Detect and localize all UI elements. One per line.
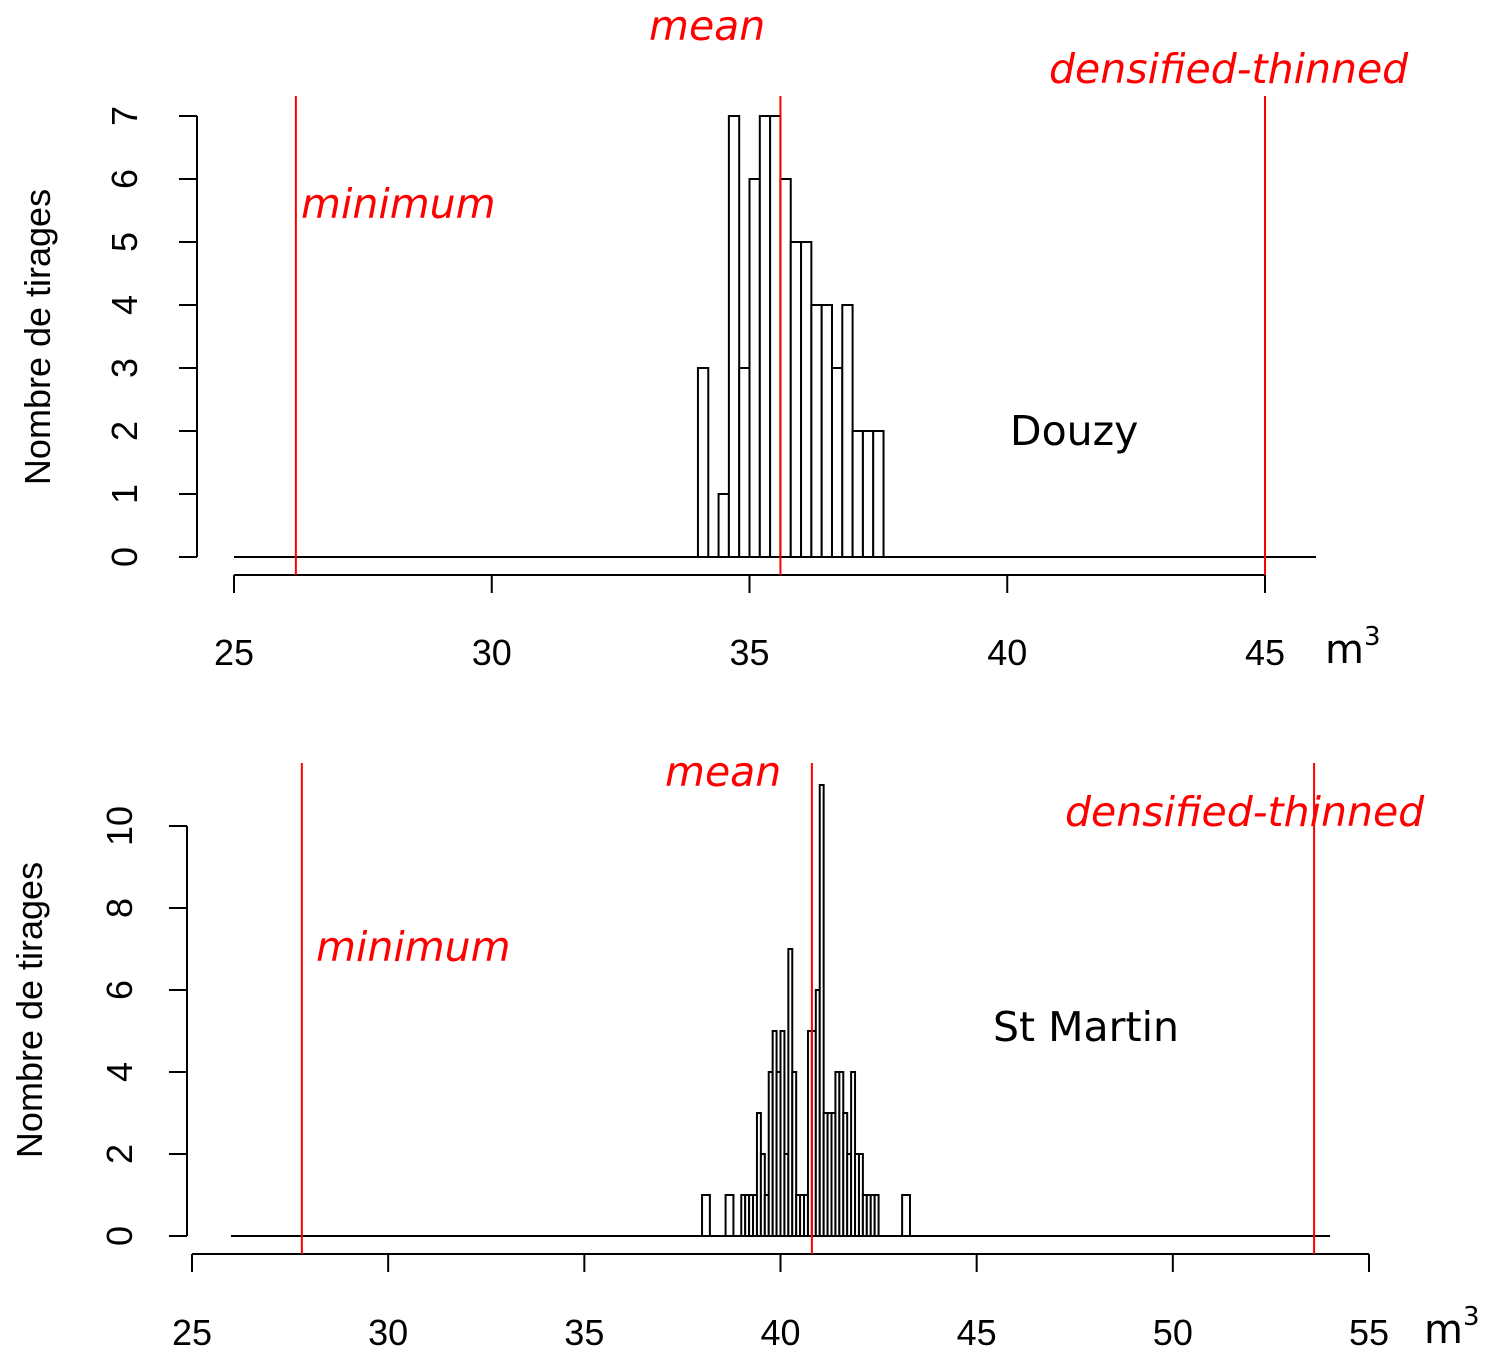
douzy-minimum-label: minimum xyxy=(301,180,496,228)
douzy-bar xyxy=(861,430,875,558)
douzy-reference-lines xyxy=(294,96,1266,575)
st-martin-x-ticks: 25 30 35 40 45 50 55 xyxy=(172,1254,1389,1353)
douzy-densified-thinned-label: densified-thinned xyxy=(1049,45,1409,93)
st-martin-y-tick-label: 0 xyxy=(99,1226,140,1246)
douzy-bar xyxy=(769,115,782,558)
st-martin-densified-thinned-label: densified-thinned xyxy=(1065,788,1425,836)
st-martin-y-tick-label: 10 xyxy=(99,806,140,846)
douzy-site-label: Douzy xyxy=(1010,407,1138,455)
st-martin-y-tick-label: 2 xyxy=(99,1144,140,1164)
st-martin-bar xyxy=(724,1194,735,1237)
douzy-bar xyxy=(789,241,803,558)
st-martin-x-tick-label: 25 xyxy=(172,1312,212,1353)
st-martin-x-tick-label: 40 xyxy=(760,1312,800,1353)
st-martin-bars xyxy=(701,784,911,1237)
st-martin-minimum-label: minimum xyxy=(316,923,511,971)
douzy-bar xyxy=(758,115,772,558)
douzy-bar xyxy=(810,304,823,558)
douzy-x-unit-label: m3 xyxy=(1325,622,1381,673)
douzy-bar xyxy=(820,304,833,558)
douzy-y-ticks: 0 1 2 3 4 5 6 7 xyxy=(104,106,197,567)
douzy-y-tick-label: 7 xyxy=(104,106,145,126)
st-martin-x-tick-label: 45 xyxy=(957,1312,997,1353)
st-martin-x-tick-label: 35 xyxy=(564,1312,604,1353)
st-martin-y-tick-label: 8 xyxy=(99,898,140,918)
st-martin-y-tick-label: 4 xyxy=(99,1062,140,1082)
douzy-y-tick-label: 0 xyxy=(104,547,145,567)
st-martin-site-label: St Martin xyxy=(993,1003,1179,1051)
douzy-bar xyxy=(872,430,885,558)
st-martin-reference-lines xyxy=(300,763,1316,1254)
douzy-bar xyxy=(800,241,813,558)
douzy-y-tick-label: 6 xyxy=(104,169,145,189)
douzy-x-tick-label: 30 xyxy=(472,632,512,673)
douzy-y-tick-label: 1 xyxy=(104,484,145,504)
douzy-y-tick-label: 4 xyxy=(104,295,145,315)
st-martin-y-tick-label: 6 xyxy=(99,980,140,1000)
douzy-y-tick-label: 3 xyxy=(104,358,145,378)
douzy-x-ticks: 25 30 35 40 45 xyxy=(214,575,1285,673)
douzy-bar xyxy=(727,115,741,558)
douzy-x-tick-label: 35 xyxy=(729,632,769,673)
douzy-x-tick-label: 40 xyxy=(987,632,1027,673)
douzy-bar xyxy=(779,178,792,558)
douzy-bar xyxy=(841,304,854,558)
douzy-bars xyxy=(696,115,885,558)
douzy-x-tick-label: 25 xyxy=(214,632,254,673)
douzy-bar xyxy=(696,367,710,558)
douzy-y-axis-title: Nombre de tirages xyxy=(17,189,58,485)
st-martin-x-tick-label: 30 xyxy=(368,1312,408,1353)
douzy-bar xyxy=(717,493,730,558)
douzy-mean-label: mean xyxy=(649,2,765,50)
douzy-y-tick-label: 2 xyxy=(104,421,145,441)
st-martin-x-unit-label: m3 xyxy=(1424,1302,1480,1353)
st-martin-x-tick-label: 50 xyxy=(1153,1312,1193,1353)
st-martin-x-tick-label: 55 xyxy=(1349,1312,1389,1353)
st-martin-y-ticks: 0 2 4 6 8 10 xyxy=(99,806,187,1246)
st-martin-histogram-panel: 25 30 35 40 45 50 55 0 2 4 6 8 10 Nombre de tirages… xyxy=(9,748,1480,1353)
st-martin-y-axis-title: Nombre de tirages xyxy=(9,862,50,1158)
douzy-bar xyxy=(748,178,761,558)
st-martin-bar xyxy=(701,1194,711,1237)
douzy-y-tick-label: 5 xyxy=(104,232,145,252)
st-martin-bar xyxy=(901,1194,911,1237)
st-martin-mean-label: mean xyxy=(665,748,781,796)
douzy-bar xyxy=(738,367,751,558)
douzy-x-tick-label: 45 xyxy=(1245,632,1285,673)
douzy-bar xyxy=(830,367,844,558)
douzy-bar xyxy=(851,430,864,558)
st-martin-bar xyxy=(873,1194,880,1237)
